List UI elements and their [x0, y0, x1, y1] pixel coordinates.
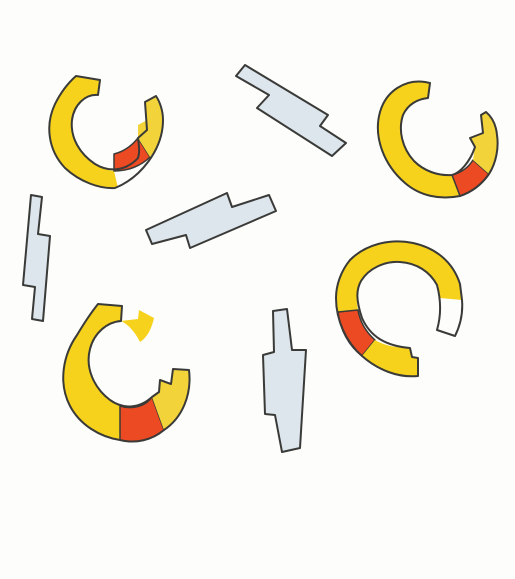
c-piece-bottom-left-notch: [121, 310, 154, 342]
bar-piece-left: [22, 194, 51, 322]
c-piece-middle-right-outline: [335, 240, 464, 378]
c-piece-bottom-left-yellow: [63, 304, 122, 440]
c-piece-bottom-left-tip: [152, 369, 190, 430]
bar-piece-top-center-shape: [235, 64, 347, 157]
c-piece-top-right-outline: [376, 80, 499, 199]
c-piece-top-left-outline: [48, 75, 164, 190]
bar-piece-center: [145, 192, 277, 249]
c-piece-middle-right-yellow: [336, 241, 462, 312]
c-piece-top-left-tip: [138, 96, 163, 157]
bar-piece-bottom-center-shape: [262, 308, 307, 453]
c-piece-bottom-left-outline: [62, 303, 191, 443]
c-piece-middle-right: [335, 240, 464, 378]
c-piece-middle-right-lower: [362, 340, 418, 377]
bar-piece-center-shape: [145, 192, 277, 249]
c-piece-top-right-yellow: [377, 81, 460, 198]
bar-piece-bottom-center: [262, 308, 307, 453]
c-piece-top-left-yellow: [49, 76, 118, 189]
c-piece-bottom-left: [62, 303, 191, 443]
bar-piece-left-shape: [22, 194, 51, 322]
c-piece-top-right-tip: [470, 112, 498, 174]
c-piece-top-right: [376, 80, 499, 199]
bar-piece-top-center: [235, 64, 347, 157]
c-piece-top-left: [48, 75, 164, 190]
